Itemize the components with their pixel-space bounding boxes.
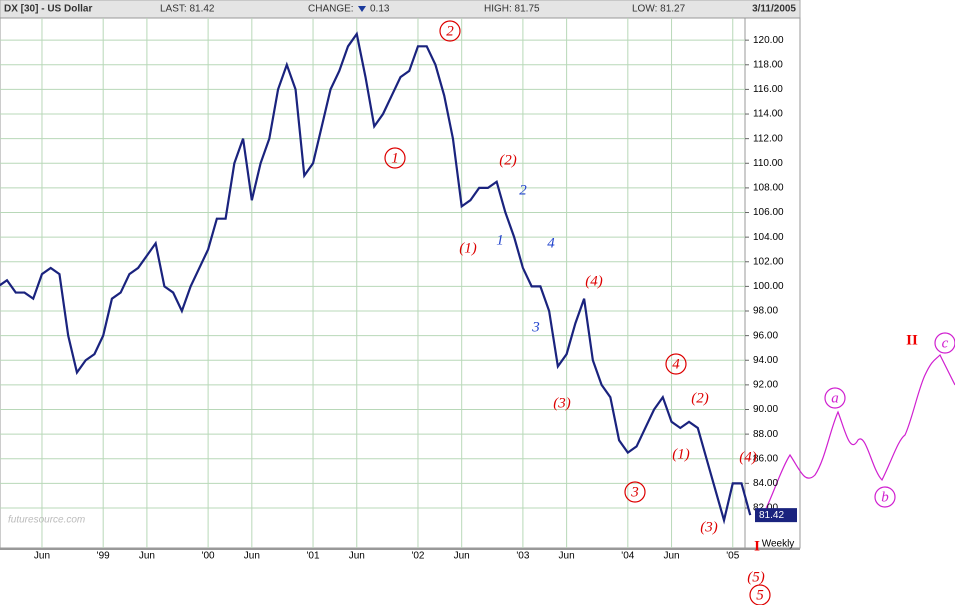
price-tag: 81.42 xyxy=(759,510,784,521)
x-tick-label: '00 xyxy=(202,551,215,562)
x-tick-label: Jun xyxy=(349,551,365,562)
y-tick-label: 88.00 xyxy=(753,429,778,440)
annotation: (1) xyxy=(459,240,477,256)
y-tick-label: 90.00 xyxy=(753,404,778,415)
x-tick-label: '05 xyxy=(726,551,739,562)
annotation: 2 xyxy=(519,182,527,198)
last-label: LAST: 81.42 xyxy=(160,4,215,15)
axis-base xyxy=(0,548,800,550)
price-line xyxy=(0,31,752,525)
annotation: 4 xyxy=(672,356,680,372)
y-tick-label: 96.00 xyxy=(753,330,778,341)
annotation: b xyxy=(881,489,889,505)
annotation: II xyxy=(906,332,918,348)
annotation: (5) xyxy=(747,569,765,585)
annotation: 2 xyxy=(446,23,454,39)
plot-area xyxy=(0,17,746,549)
change-label: CHANGE: xyxy=(308,4,354,15)
annotation: (4) xyxy=(585,273,603,289)
annotation: c xyxy=(942,335,949,351)
annotation: 3 xyxy=(630,484,639,500)
date: 3/11/2005 xyxy=(752,4,796,15)
y-tick-label: 94.00 xyxy=(753,355,778,366)
x-tick-label: Jun xyxy=(559,551,575,562)
price-tag-box xyxy=(755,508,797,523)
annotation-circle xyxy=(665,353,687,375)
y-tick-label: 84.00 xyxy=(753,478,778,489)
annotation: a xyxy=(831,390,839,406)
x-tick-label: Jun xyxy=(244,551,260,562)
y-tick-label: 112.00 xyxy=(753,133,783,144)
x-tick-label: Jun xyxy=(139,551,155,562)
y-tick-label: 102.00 xyxy=(753,256,784,267)
annotation: 4 xyxy=(547,235,555,251)
y-tick-label: 100.00 xyxy=(753,281,784,292)
annotation: (2) xyxy=(499,152,517,168)
x-tick-label: '04 xyxy=(621,551,634,562)
x-tick-label: Jun xyxy=(663,551,679,562)
annotation: 1 xyxy=(391,150,399,166)
y-tick-label: 106.00 xyxy=(753,207,784,218)
change-value: 0.13 xyxy=(370,4,390,15)
annotation-circle xyxy=(934,332,955,354)
projection-path xyxy=(759,353,955,521)
annotation-circle xyxy=(824,387,846,409)
y-tick-label: 98.00 xyxy=(753,306,778,317)
y-tick-label: 104.00 xyxy=(753,232,784,243)
annotation: 5 xyxy=(756,587,764,603)
annotation: (3) xyxy=(700,519,718,535)
y-tick-label: 120.00 xyxy=(753,35,784,46)
annotation-circle xyxy=(624,481,646,503)
annotation: I xyxy=(754,538,760,554)
y-tick-label: 110.00 xyxy=(753,158,783,169)
y-tick-label: 86.00 xyxy=(753,453,778,464)
y-tick-label: 114.00 xyxy=(753,109,783,120)
chart-title: DX [30] - US Dollar xyxy=(4,4,92,15)
annotation-circle xyxy=(874,486,896,508)
watermark: futuresource.com xyxy=(8,515,85,526)
x-tick-label: '02 xyxy=(411,551,424,562)
down-arrow xyxy=(358,6,366,12)
y-tick-label: 118.00 xyxy=(753,59,783,70)
x-tick-label: Jun xyxy=(34,551,50,562)
annotation: (4) xyxy=(739,449,757,465)
annotation: (1) xyxy=(672,446,690,462)
x-tick-label: '03 xyxy=(516,551,529,562)
x-tick-label: '01 xyxy=(307,551,320,562)
annotation: 3 xyxy=(531,319,540,335)
annotation: (2) xyxy=(691,390,709,406)
y-tick-label: 116.00 xyxy=(753,84,783,95)
annotation-circle xyxy=(439,20,461,42)
x-tick-label: Jun xyxy=(454,551,470,562)
annotation-circle xyxy=(384,147,406,169)
annotation: 1 xyxy=(496,232,504,248)
annotation: (3) xyxy=(553,395,571,411)
low-label: LOW: 81.27 xyxy=(632,4,686,15)
axis-area xyxy=(744,17,801,549)
high-label: HIGH: 81.75 xyxy=(484,4,540,15)
x-tick-label: '99 xyxy=(97,551,110,562)
frequency-label: Weekly xyxy=(762,539,795,550)
y-tick-label: 108.00 xyxy=(753,183,784,194)
y-tick-label: 92.00 xyxy=(753,380,778,391)
